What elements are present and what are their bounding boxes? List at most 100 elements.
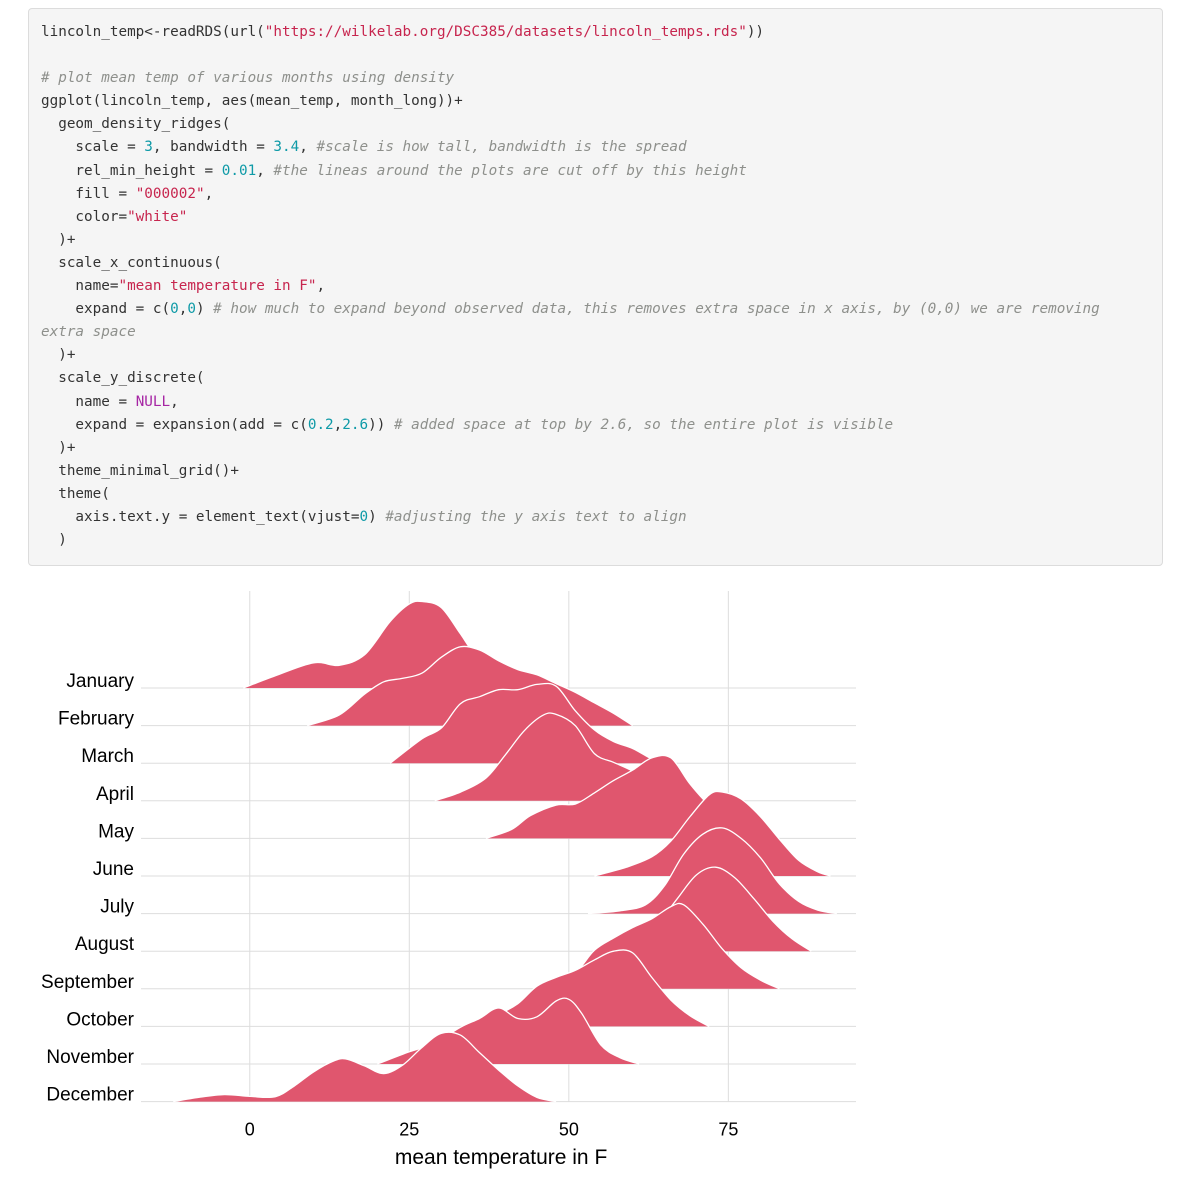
code-token-txt: scale_y_discrete( (41, 370, 205, 387)
code-token-num: 2.6 (342, 416, 369, 433)
code-token-txt: )+ (41, 439, 76, 456)
code-line: color="white" (41, 206, 1100, 229)
y-tick-label: November (46, 1047, 134, 1068)
code-token-txt: )+ (41, 231, 76, 248)
code-token-txt: )) (368, 416, 394, 433)
code-token-cmt: # how much to expand beyond observed dat… (213, 301, 1100, 318)
code-line: geom_density_ridges( (41, 113, 1100, 136)
code-line: extra space (41, 321, 1100, 344)
code-line: theme_minimal_grid()+ (41, 460, 1100, 483)
code-token-txt: , (170, 393, 179, 410)
code-line: fill = "000002", (41, 183, 1100, 206)
y-tick-label: December (46, 1085, 134, 1106)
y-tick-label: March (81, 746, 134, 767)
code-token-txt: , (316, 278, 326, 295)
ridge-march (390, 683, 665, 764)
code-token-txt: name= (41, 278, 119, 295)
code-token-txt: , bandwidth = (152, 139, 274, 156)
code-line: scale = 3, bandwidth = 3.4, #scale is ho… (41, 136, 1100, 159)
code-token-num: 3.4 (273, 139, 300, 156)
code-token-cmt: extra space (41, 324, 136, 341)
ridges (173, 600, 838, 1103)
code-token-txt: ggplot(lincoln_temp, aes(mean_temp, mont… (41, 93, 463, 110)
y-axis-labels: January February March April May June July Augu… (41, 671, 135, 1106)
ridge-outline-september (549, 902, 780, 990)
code-token-kw: NULL (135, 393, 171, 410)
code-text: lincoln_temp<-readRDS(url("https://wilke… (41, 21, 1100, 552)
code-line: )+ (41, 344, 1100, 367)
code-line: )+ (41, 437, 1100, 460)
code-line: theme( (41, 483, 1100, 506)
code-line: scale_y_discrete( (41, 367, 1100, 390)
code-block: lincoln_temp<-readRDS(url("https://wilke… (28, 8, 1163, 566)
x-tick-label: 0 (245, 1120, 255, 1140)
code-token-txt: ) (41, 532, 67, 549)
code-token-txt: scale = (41, 139, 145, 156)
code-token-txt: theme( (41, 485, 110, 502)
code-token-txt: lincoln_temp<-readRDS(url( (41, 24, 265, 40)
code-token-txt: geom_density_ridges( (41, 116, 231, 133)
code-token-txt: fill = (41, 185, 136, 202)
y-tick-label: February (58, 709, 135, 730)
code-line: ggplot(lincoln_temp, aes(mean_temp, mont… (41, 90, 1100, 113)
code-token-str: "mean temperature in F" (118, 278, 317, 295)
code-token-cmt: # plot mean temp of various months using… (41, 70, 455, 87)
code-token-txt: , (333, 416, 343, 433)
ridge-outline-october (466, 949, 710, 1028)
y-tick-label: January (66, 671, 134, 692)
x-tick-label: 75 (718, 1120, 738, 1140)
y-tick-label: July (100, 897, 134, 918)
code-line: name = NULL, (41, 391, 1100, 414)
code-token-num: 0.01 (221, 162, 257, 179)
code-token-str: "000002" (135, 185, 205, 202)
code-token-txt: rel_min_height = (41, 162, 222, 179)
code-token-num: 0 (170, 301, 179, 318)
code-token-txt: ) (195, 301, 214, 318)
y-tick-label: October (66, 1009, 134, 1030)
code-line: rel_min_height = 0.01, #the lineas aroun… (41, 160, 1100, 183)
code-token-txt: theme_minimal_grid()+ (41, 462, 239, 479)
ridge-outline-march (389, 682, 665, 764)
code-token-txt: expand = c( (41, 301, 171, 318)
code-line (41, 44, 1100, 67)
code-token-txt: )) (746, 24, 765, 40)
code-line: scale_x_continuous( (41, 252, 1100, 275)
code-token-cmt: # added space at top by 2.6, so the enti… (393, 416, 894, 433)
code-token-cmt: #the lineas around the plots are cut off… (273, 162, 747, 179)
ridge-outline-july (587, 827, 838, 915)
code-token-num: 3 (144, 139, 153, 156)
code-line: )+ (41, 229, 1100, 252)
x-tick-label: 50 (559, 1120, 579, 1140)
x-axis-title: mean temperature in F (395, 1146, 607, 1169)
code-token-txt: name = (41, 393, 136, 410)
code-line: name="mean temperature in F", (41, 275, 1100, 298)
ridge-outline-february (306, 645, 634, 727)
code-line: expand = c(0,0) # how much to expand bey… (41, 298, 1100, 321)
code-token-txt: color= (41, 208, 128, 225)
code-token-txt: )+ (41, 347, 76, 364)
code-token-num: 0 (359, 508, 369, 525)
chart-svg: January February March April May June July Augu… (41, 591, 856, 1169)
code-line: axis.text.y = element_text(vjust=0) #adj… (41, 506, 1100, 529)
code-token-txt: , (299, 139, 317, 156)
ridgeline-chart: January February March April May June July Augu… (0, 575, 1183, 1179)
code-token-txt: axis.text.y = element_text(vjust= (41, 508, 360, 525)
y-tick-label: August (75, 934, 135, 955)
y-tick-label: September (41, 972, 135, 993)
ridge-december (173, 1032, 557, 1102)
ridge-outline-june (594, 790, 831, 877)
code-token-txt: scale_x_continuous( (41, 254, 222, 271)
code-token-txt: ) (368, 508, 386, 525)
code-line: ) (41, 529, 1100, 552)
y-tick-label: June (93, 859, 134, 880)
code-line: lincoln_temp<-readRDS(url("https://wilke… (41, 21, 1100, 44)
x-tick-label: 25 (399, 1120, 419, 1140)
code-token-cmt: #scale is how tall, bandwidth is the spr… (316, 139, 687, 156)
code-token-cmt: #adjusting the y axis text to align (385, 508, 687, 525)
code-token-str: "white" (127, 208, 188, 225)
code-token-txt: expand = expansion(add = c( (41, 416, 308, 433)
y-tick-label: April (96, 784, 134, 805)
code-token-txt: , (204, 185, 214, 202)
code-line: expand = expansion(add = c(0.2,2.6)) # a… (41, 414, 1100, 437)
code-token-str: "https://wilkelab.org/DSC385/datasets/li… (264, 24, 747, 40)
